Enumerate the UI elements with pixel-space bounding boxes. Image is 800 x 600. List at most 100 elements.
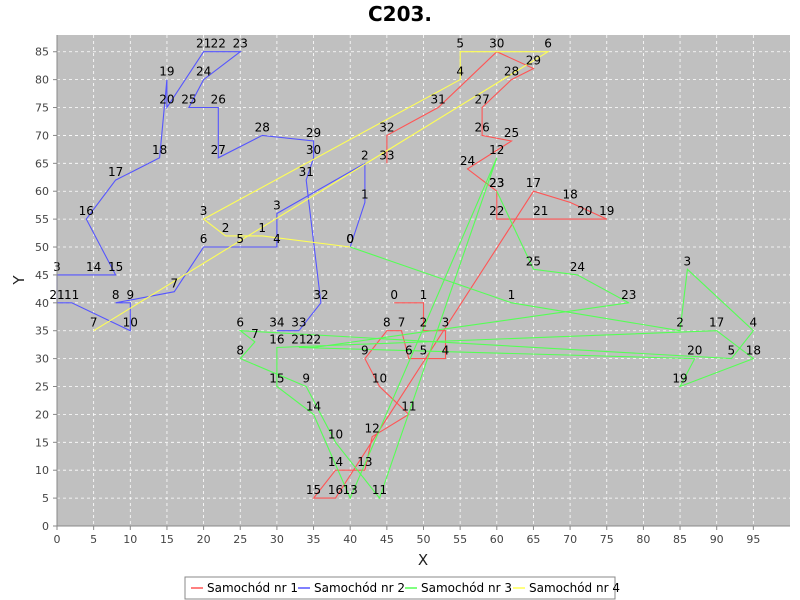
point-label: 0	[390, 288, 398, 302]
point-label: 18	[152, 143, 167, 157]
point-label: 7	[398, 316, 406, 330]
point-label: 7	[251, 327, 259, 341]
point-label: 21	[196, 37, 211, 51]
point-label: 7	[90, 316, 98, 330]
point-label: 33	[291, 316, 306, 330]
y-tick-label: 40	[35, 297, 49, 310]
point-label: 27	[474, 93, 489, 107]
x-tick-label: 80	[636, 533, 650, 546]
point-label: 23	[489, 176, 504, 190]
point-label: 6	[200, 232, 208, 246]
point-label: 3	[200, 204, 208, 218]
point-label: 17	[709, 316, 724, 330]
point-label: 5	[456, 37, 464, 51]
point-label: 29	[526, 53, 541, 67]
point-label: 3	[684, 254, 692, 268]
point-label: 4	[456, 65, 464, 79]
chart-title: C203.	[368, 2, 432, 26]
series-line-4	[93, 51, 551, 332]
point-label: 17	[108, 165, 123, 179]
point-label: 14	[306, 399, 321, 413]
point-label: 23	[233, 37, 248, 51]
y-tick-label: 25	[35, 381, 49, 394]
point-label: 10	[372, 372, 387, 386]
point-label: 25	[526, 254, 541, 268]
point-label: 7	[170, 277, 178, 291]
axes: 0 5 10 15 20 25 30 35 40 45 50 55 60 65 70 75 80 85 90 9505…	[35, 35, 790, 546]
legend-item-label: Samochód nr 2	[314, 581, 405, 595]
point-label: 29	[306, 126, 321, 140]
point-label: 28	[255, 120, 270, 134]
point-label: 10	[123, 316, 138, 330]
point-label: 2	[361, 148, 369, 162]
x-tick-label: 60	[490, 533, 504, 546]
point-label: 12	[365, 422, 380, 436]
point-label: 15	[306, 483, 321, 497]
x-tick-label: 65	[526, 533, 540, 546]
point-label: 0	[346, 232, 354, 246]
point-label: 20	[687, 344, 702, 358]
y-tick-label: 15	[35, 436, 49, 449]
point-label: 21	[533, 204, 548, 218]
point-label: 9	[126, 288, 134, 302]
point-label: 32	[313, 288, 328, 302]
point-label: 0	[346, 232, 354, 246]
point-label: 22	[489, 204, 504, 218]
y-tick-label: 20	[35, 408, 49, 421]
point-label: 31	[431, 93, 446, 107]
y-tick-label: 65	[35, 157, 49, 170]
x-tick-label: 95	[746, 533, 760, 546]
point-label: 6	[544, 37, 552, 51]
point-label: 18	[746, 344, 761, 358]
point-label: 3	[442, 316, 450, 330]
point-label: 8	[112, 288, 120, 302]
point-label: 9	[361, 344, 369, 358]
y-tick-label: 75	[35, 102, 49, 115]
y-tick-label: 30	[35, 353, 49, 366]
point-label: 5	[728, 344, 736, 358]
point-label: 8	[383, 316, 391, 330]
point-label: 18	[562, 187, 577, 201]
y-tick-label: 45	[35, 269, 49, 282]
point-label: 6	[236, 316, 244, 330]
x-tick-label: 50	[417, 533, 431, 546]
point-label: 28	[504, 65, 519, 79]
x-tick-label: 75	[600, 533, 614, 546]
point-label: 12	[489, 143, 504, 157]
point-label: 26	[211, 93, 226, 107]
point-label: 20	[577, 204, 592, 218]
point-label: 19	[599, 204, 614, 218]
point-label: 24	[460, 154, 475, 168]
point-label: 32	[379, 120, 394, 134]
point-label: 9	[302, 372, 310, 386]
y-tick-label: 70	[35, 129, 49, 142]
point-label: 27	[211, 143, 226, 157]
y-tick-label: 60	[35, 185, 49, 198]
point-label: 4	[750, 316, 758, 330]
point-label: 11	[64, 288, 79, 302]
point-label: 22	[306, 332, 321, 346]
point-label: 14	[328, 455, 343, 469]
y-tick-label: 35	[35, 325, 49, 338]
point-label: 24	[570, 260, 585, 274]
point-label: 2	[420, 316, 428, 330]
point-label: 11	[372, 483, 387, 497]
point-label: 1	[258, 221, 266, 235]
point-label: 21	[291, 332, 306, 346]
point-label: 25	[181, 93, 196, 107]
y-tick-label: 10	[35, 464, 49, 477]
point-label: 26	[474, 120, 489, 134]
legend-item-label: Samochód nr 4	[529, 581, 620, 595]
point-label: 23	[489, 176, 504, 190]
x-tick-label: 55	[453, 533, 467, 546]
x-tick-label: 45	[380, 533, 394, 546]
point-label: 16	[269, 332, 284, 346]
legend-item-label: Samochód nr 3	[421, 581, 512, 595]
point-label: 4	[442, 344, 450, 358]
legend-item-label: Samochód nr 1	[207, 581, 298, 595]
point-label: 13	[357, 455, 372, 469]
point-label: 22	[211, 37, 226, 51]
point-label: 1	[420, 288, 428, 302]
